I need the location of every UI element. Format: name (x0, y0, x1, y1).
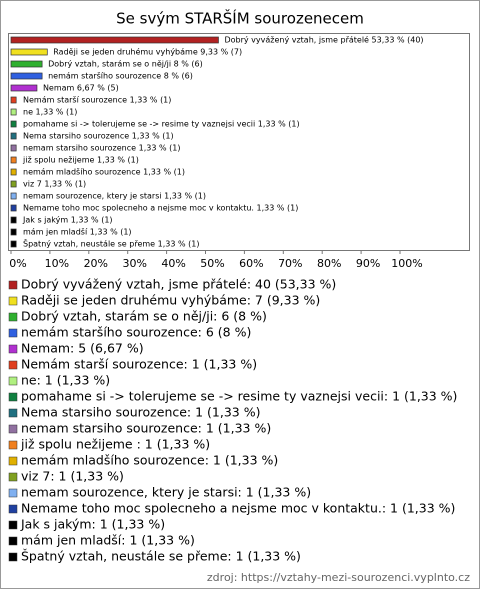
legend-label: pomahame si -> tolerujeme se -> resime t… (21, 389, 457, 404)
bar (10, 108, 17, 116)
bar (10, 72, 43, 80)
x-tick-label: 90% (356, 257, 380, 270)
legend-swatch (8, 280, 18, 290)
legend-swatch (8, 472, 18, 482)
legend-label: Dobrý vyvážený vztah, jsme přátelé: 40 (… (21, 277, 336, 292)
bar (10, 216, 17, 224)
bar-label: Nema starsiho sourozence 1,33 % (1) (23, 132, 174, 141)
legend-swatch (8, 328, 18, 338)
bar (10, 36, 219, 44)
x-tick-label: 80% (317, 257, 341, 270)
bar-label: Nemame toho moc spolecneho a nejsme moc … (23, 204, 298, 213)
legend-swatch (8, 392, 18, 402)
bar (10, 228, 17, 236)
legend-swatch (8, 440, 18, 450)
bar-label: mám jen mladší 1,33 % (1) (23, 227, 132, 237)
bar-label: nemám staršího sourozence 8 % (6) (48, 71, 193, 81)
bar-label: Nemam 6,67 % (5) (43, 84, 119, 93)
bar (10, 144, 17, 152)
bar-label: nemám mladšího sourozence 1,33 % (1) (23, 167, 185, 177)
bar (10, 168, 17, 176)
bar-label: již spolu nežijeme 1,33 % (1) (22, 156, 139, 165)
legend-swatch (8, 424, 18, 434)
bar-label: Dobrý vyvážený vztah, jsme přátelé 53,33… (224, 35, 423, 45)
x-tick-label: 30% (122, 257, 146, 270)
bar-label: ne 1,33 % (1) (23, 108, 77, 117)
bar (10, 156, 17, 164)
bar-label: Jak s jakým 1,33 % (1) (22, 216, 113, 225)
legend-label: nemam sourozence, ktery je starsi: 1 (1,… (21, 485, 311, 500)
bar (10, 96, 17, 104)
legend-label: ne: 1 (1,33 %) (21, 373, 110, 388)
bar-label: Dobrý vztah, starám se o něj/ji 8 % (6) (48, 60, 203, 69)
bar (10, 240, 17, 248)
bar-label: Raději se jeden druhému vyhýbáme 9,33 % … (53, 47, 242, 57)
legend-swatch (8, 344, 18, 354)
x-tick-label: 50% (200, 257, 224, 270)
bar-label: Nemám starší sourozence 1,33 % (1) (23, 95, 171, 105)
legend-swatch (8, 552, 18, 562)
legend-label: Raději se jeden druhému vyhýbáme: 7 (9,3… (21, 293, 320, 308)
x-tick-label: 70% (278, 257, 302, 270)
legend-label: Nema starsiho sourozence: 1 (1,33 %) (21, 405, 260, 420)
bar (10, 60, 43, 68)
legend-swatch (8, 312, 18, 322)
x-tick-label: 20% (84, 257, 108, 270)
x-tick-label: 40% (161, 257, 185, 270)
legend-label: viz 7: 1 (1,33 %) (21, 469, 124, 484)
legend-swatch (8, 504, 18, 514)
legend-swatch (8, 536, 18, 546)
legend-swatch (8, 376, 18, 386)
bar-label: viz 7 1,33 % (1) (23, 180, 86, 189)
bar (10, 132, 17, 140)
plot-box (8, 33, 470, 251)
legend-label: Nemame toho moc spolecneho a nejsme moc … (21, 501, 455, 516)
bar (10, 84, 38, 92)
legend-label: již spolu nežijeme : 1 (1,33 %) (20, 437, 210, 452)
bar-label: pomahame si -> tolerujeme se -> resime t… (23, 120, 300, 129)
legend-label: Nemam: 5 (6,67 %) (21, 341, 144, 356)
bar-label: Špatný vztah, neustále se přeme 1,33 % (… (23, 238, 199, 249)
legend-swatch (8, 360, 18, 370)
legend-swatch (8, 456, 18, 466)
legend-label: mám jen mladší: 1 (1,33 %) (21, 533, 195, 548)
bar (10, 180, 17, 188)
bar-label: nemam starsiho sourozence 1,33 % (1) (23, 144, 180, 153)
x-tick-label: 100% (391, 257, 422, 270)
source: zdroj: https://vztahy-mezi-sourozenci.vy… (207, 571, 470, 584)
legend-label: nemám staršího sourozence: 6 (8 %) (21, 325, 251, 340)
x-tick-label: 0% (9, 257, 26, 270)
bar-label: nemam sourozence, ktery je starsi 1,33 %… (23, 192, 206, 201)
legend-label: Jak s jakým: 1 (1,33 %) (20, 517, 165, 532)
chart-title: Se svým STARŠÍM sourozenecem (116, 9, 364, 28)
legend-swatch (8, 296, 18, 306)
legend-swatch (8, 408, 18, 418)
legend-label: Nemám starší sourozence: 1 (1,33 %) (21, 357, 257, 372)
legend-label: Dobrý vztah, starám se o něj/ji: 6 (8 %) (21, 309, 267, 324)
bar (10, 120, 17, 128)
legend-label: nemám mladšího sourozence: 1 (1,33 %) (21, 453, 278, 468)
legend-swatch (8, 488, 18, 498)
bar (10, 192, 17, 200)
legend-swatch (8, 520, 18, 530)
x-tick-label: 10% (45, 257, 69, 270)
bar (10, 204, 17, 212)
legend-label: Špatný vztah, neustále se přeme: 1 (1,33… (21, 549, 301, 564)
bar (10, 48, 48, 56)
legend-label: nemam starsiho sourozence: 1 (1,33 %) (21, 421, 271, 436)
x-tick-label: 60% (239, 257, 263, 270)
